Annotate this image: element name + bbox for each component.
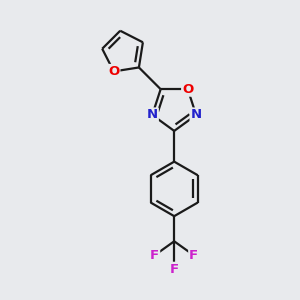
Text: O: O: [182, 83, 194, 96]
Text: N: N: [147, 109, 158, 122]
Text: N: N: [190, 109, 202, 122]
Text: F: F: [189, 249, 198, 262]
Text: F: F: [150, 249, 159, 262]
Text: F: F: [169, 263, 179, 276]
Text: O: O: [108, 65, 119, 78]
